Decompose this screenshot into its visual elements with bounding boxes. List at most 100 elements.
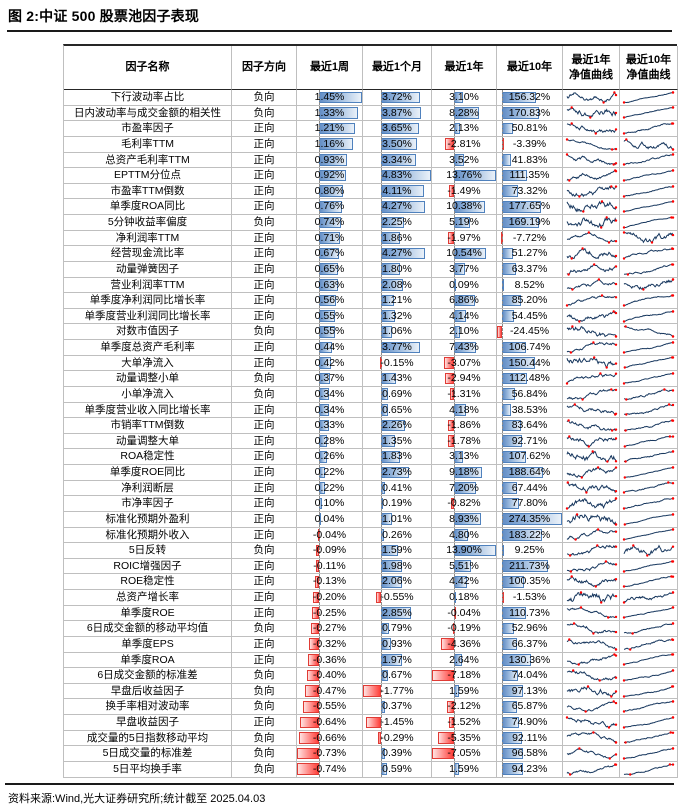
factor-name-cell-text: 市盈率TTM倒数 — [110, 184, 185, 197]
table-row: 单季度总资产毛利率 正向 0.44% 3.77% 7.43% 106.74% — [64, 340, 678, 356]
value-cell-10y-text: 177.65% — [508, 200, 551, 213]
nav-sparkline-cell-10y — [620, 355, 678, 372]
value-cell-10y: 130.36% — [497, 652, 563, 669]
nav-sparkline-cell-1y — [563, 261, 620, 278]
sparkline-chart — [622, 294, 675, 307]
zero-axis-line — [318, 246, 320, 261]
sparkline-chart — [622, 716, 675, 729]
factor-name-cell: 单季度ROA同比 — [64, 199, 232, 215]
value-cell-1y: -7.05% — [432, 746, 497, 762]
value-cell-1m: 2.08% — [363, 277, 432, 294]
value-cell-1w: 0.80% — [297, 183, 363, 200]
value-cell-10y: 74.90% — [497, 715, 563, 731]
value-cell-1w: 0.37% — [297, 371, 363, 387]
sparkline-chart — [565, 716, 617, 729]
zero-axis-line — [502, 496, 504, 511]
zero-axis-line — [318, 183, 320, 199]
factor-name-cell-text: 单季度营业利润同比增长率 — [84, 309, 211, 322]
factor-name-cell-text: 市销率TTM倒数 — [110, 419, 185, 432]
value-cell-10y-text: 107.62% — [508, 450, 551, 463]
value-cell-10y: 9.25% — [497, 543, 563, 559]
table-row: 单季度ROA 正向 -0.36% 1.97% 2.64% 130.36% — [64, 652, 678, 669]
value-cell-10y: 169.19% — [497, 215, 563, 231]
zero-axis-line — [453, 558, 455, 574]
factor-name-cell-text: 换手率相对波动率 — [105, 700, 190, 713]
value-cell-1m: 0.59% — [363, 761, 432, 778]
sparkline-chart — [566, 91, 617, 104]
value-cell-1w: 0.28% — [297, 433, 363, 450]
factor-direction-cell-text: 负向 — [253, 91, 275, 104]
nav-sparkline-cell-1y — [563, 543, 620, 559]
value-cell-1y: -2.81% — [432, 136, 497, 153]
value-cell-1y-text: 4.80% — [449, 528, 479, 541]
table-row: 单季度EPS 正向 -0.32% 0.93% -4.36% 66.37% — [64, 636, 678, 653]
value-cell-1y: 13.90% — [432, 543, 497, 559]
nav-sparkline-cell-10y — [620, 324, 678, 340]
value-cell-1w: 0.42% — [297, 355, 363, 372]
value-cell-1w: -0.13% — [297, 574, 363, 590]
zero-axis-line — [453, 230, 455, 246]
figure-title: 图 2:中证 500 股票池因子表现 — [8, 8, 200, 24]
zero-axis-line — [381, 152, 383, 168]
factor-direction-cell-text: 正向 — [253, 341, 275, 354]
factor-name-cell: 净利润率TTM — [64, 230, 232, 247]
factor-direction-cell: 负向 — [232, 746, 297, 762]
zero-axis-line — [453, 136, 455, 152]
zero-axis-line — [381, 761, 383, 777]
value-cell-1w: -0.64% — [297, 715, 363, 731]
nav-sparkline-cell-1y — [563, 730, 620, 747]
factor-direction-cell: 正向 — [232, 715, 297, 731]
zero-axis-line — [453, 371, 455, 386]
value-cell-1w: -0.32% — [297, 636, 363, 653]
zero-axis-line — [318, 371, 320, 386]
factor-name-cell: 动量调整小单 — [64, 371, 232, 387]
nav-sparkline-cell-10y — [620, 543, 678, 559]
factor-name-cell: 5日反转 — [64, 543, 232, 559]
value-cell-10y-text: 130.36% — [508, 653, 551, 666]
value-cell-1y: 8.93% — [432, 511, 497, 528]
factor-name-cell: 动量调整大单 — [64, 433, 232, 450]
sparkline-chart — [622, 528, 675, 542]
negative-data-bar — [432, 747, 454, 760]
factor-name-cell-text: 单季度ROE — [120, 606, 175, 619]
value-cell-1m-text: 2.08% — [382, 278, 412, 291]
value-cell-1w-text: 0.65% — [314, 262, 345, 275]
factor-direction-cell: 正向 — [232, 605, 297, 622]
value-cell-10y: 177.65% — [497, 199, 563, 215]
value-cell-1m-text: 2.26% — [382, 419, 412, 432]
value-cell-1m-text: 1.97% — [382, 653, 412, 666]
zero-axis-line — [453, 761, 455, 777]
negative-data-bar — [302, 700, 319, 713]
value-cell-1w-text: -0.55% — [312, 700, 347, 713]
factor-direction-cell-text: 正向 — [253, 122, 275, 135]
zero-axis-line — [502, 386, 504, 402]
sparkline-chart — [566, 184, 617, 198]
sparkline-chart — [623, 325, 675, 338]
zero-axis-line — [381, 324, 383, 339]
nav-sparkline-cell-10y — [620, 261, 678, 278]
value-cell-1y-text: 6.86% — [449, 294, 479, 307]
value-cell-1w: -0.40% — [297, 668, 363, 684]
value-cell-10y: -1.53% — [497, 590, 563, 606]
table-row: 市销率TTM倒数 正向 0.33% 2.26% -1.86% 83.64% — [64, 418, 678, 434]
nav-sparkline-cell-10y — [620, 340, 678, 356]
factor-direction-cell-text: 正向 — [253, 153, 275, 166]
nav-sparkline-cell-1y — [563, 324, 620, 340]
factor-direction-cell-text: 正向 — [253, 606, 275, 619]
zero-axis-line — [502, 590, 504, 605]
negative-data-bar — [449, 388, 454, 400]
negative-data-bar — [500, 232, 503, 244]
sparkline-chart — [565, 497, 617, 510]
zero-axis-line — [502, 433, 504, 449]
value-cell-1y: 7.20% — [432, 480, 497, 497]
zero-axis-line — [502, 308, 504, 324]
nav-sparkline-cell-1y — [563, 527, 620, 544]
value-cell-1w: 0.74% — [297, 215, 363, 231]
sparkline-chart — [566, 215, 617, 229]
factor-name-cell: ROE稳定性 — [64, 574, 232, 590]
factor-name-cell-text: 单季度营业收入同比增长率 — [84, 403, 211, 416]
value-cell-1m: 2.85% — [363, 605, 432, 622]
negative-data-bar — [305, 685, 319, 697]
sparkline-chart — [622, 481, 675, 495]
value-cell-10y-text: 9.25% — [514, 544, 545, 557]
